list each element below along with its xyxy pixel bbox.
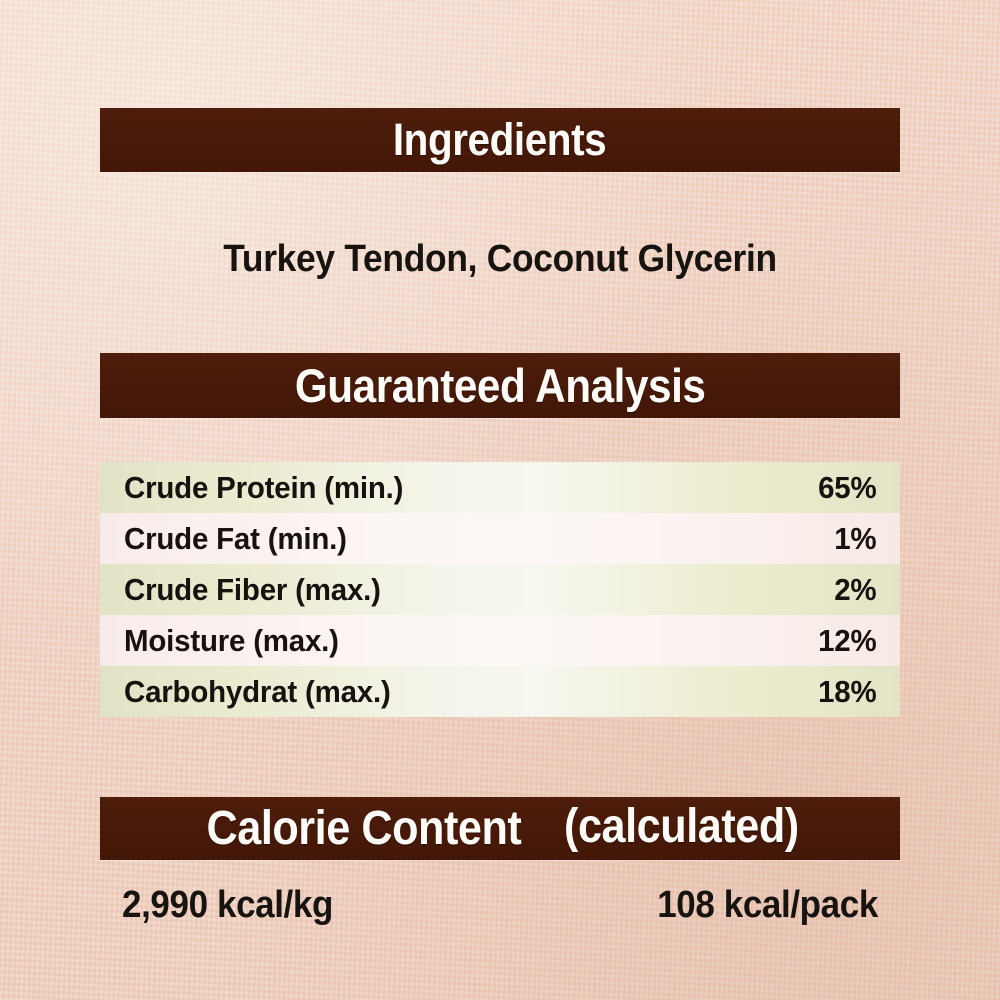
calorie-per-pack: 108 kcal/pack [657, 884, 878, 926]
guaranteed-analysis-header-band: Guaranteed Analysis [100, 353, 900, 418]
table-row: Crude Fat (min.) 1% [100, 513, 900, 564]
analysis-nutrient-name: Crude Protein (min.) [124, 469, 404, 505]
calorie-content-heading: Calorie Content [206, 802, 522, 855]
analysis-nutrient-value: 1% [833, 520, 876, 556]
ingredients-heading: Ingredients [393, 114, 607, 165]
ingredients-header-band: Ingredients [100, 108, 900, 172]
table-row: Moisture (max.) 12% [100, 615, 900, 666]
analysis-nutrient-name: Crude Fiber (max.) [124, 571, 381, 607]
analysis-nutrient-name: Carbohydrat (max.) [124, 673, 391, 709]
analysis-nutrient-value: 2% [833, 571, 876, 607]
calorie-content-heading-suffix: (calculated) [563, 800, 799, 853]
table-row: Carbohydrat (max.) 18% [100, 666, 900, 717]
calorie-content-header-band: Calorie Content (calculated) [100, 797, 900, 860]
guaranteed-analysis-table: Crude Protein (min.) 65% Crude Fat (min.… [100, 462, 900, 717]
guaranteed-analysis-heading: Guaranteed Analysis [294, 359, 706, 412]
analysis-nutrient-value: 18% [817, 673, 877, 709]
ingredients-text: Turkey Tendon, Coconut Glycerin [223, 238, 777, 280]
calorie-per-kg: 2,990 kcal/kg [122, 884, 333, 926]
calorie-values-row: 2,990 kcal/kg 108 kcal/pack [100, 884, 900, 927]
analysis-nutrient-value: 12% [817, 622, 877, 658]
table-row: Crude Protein (min.) 65% [100, 462, 900, 513]
analysis-nutrient-value: 65% [817, 469, 877, 505]
analysis-nutrient-name: Moisture (max.) [124, 622, 339, 658]
table-row: Crude Fiber (max.) 2% [100, 564, 900, 615]
analysis-nutrient-name: Crude Fat (min.) [124, 520, 347, 556]
